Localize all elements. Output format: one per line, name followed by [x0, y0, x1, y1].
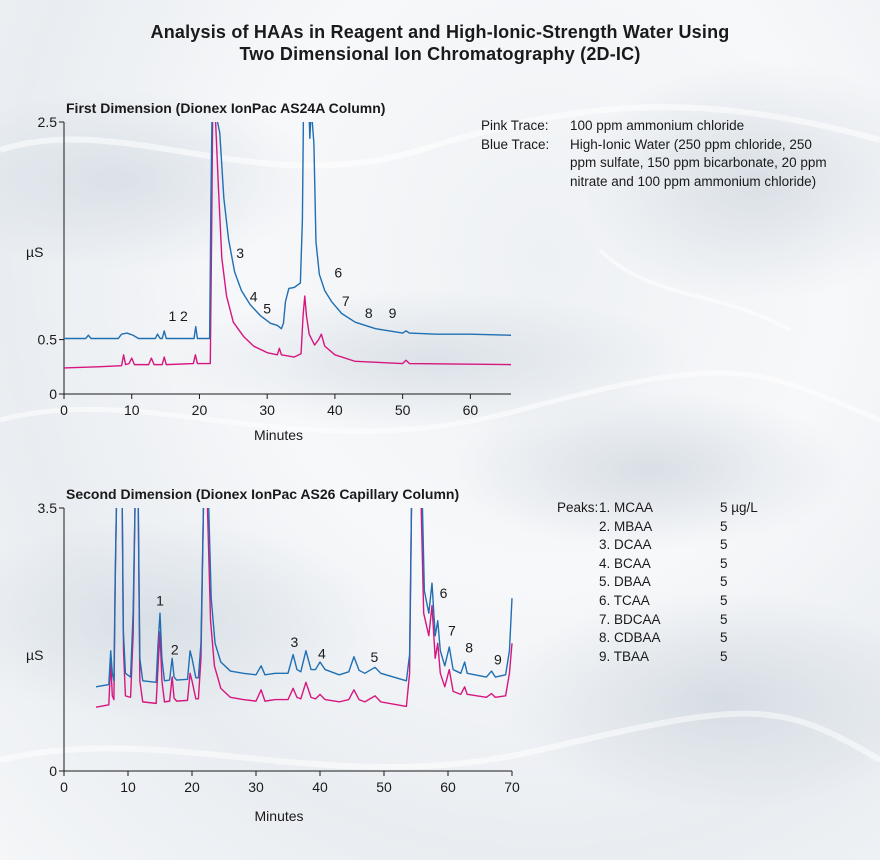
peak-conc: 5 [720, 555, 728, 571]
peak-row: 3. DCAA 5 [557, 537, 857, 555]
y-tick-label: 0 [49, 386, 57, 402]
peak-number-label: 4 [318, 645, 326, 661]
x-tick-label: 50 [376, 779, 392, 795]
peak-row: 5. DBAA 5 [557, 574, 857, 592]
x-tick-label: 0 [60, 402, 68, 418]
blue-trace-value: High-Ionic Water (250 ppm chloride, 250 … [570, 136, 827, 189]
peak-number-label: 9 [494, 651, 502, 667]
peak-number-label: 3 [236, 245, 244, 261]
x-tick-label: 40 [327, 402, 343, 418]
chart2-axes: 0 10 20 30 40 50 60 70 0 3.5 Minutes µS [26, 500, 520, 824]
peak-conc: 5 µg/L [720, 500, 758, 515]
x-tick-label: 60 [440, 779, 456, 795]
pink-trace-value: 100 ppm ammonium chloride [570, 118, 745, 133]
peak-name: 1. MCAA [599, 500, 654, 515]
peak-row: 8. CDBAA 5 [557, 630, 857, 648]
peak-number-label: 2 [180, 308, 188, 324]
peak-number-label: 5 [371, 649, 379, 665]
x-tick-label: 30 [259, 402, 275, 418]
peak-row: 2. MBAA 5 [557, 519, 857, 537]
peak-row: 1. MCAA 5 µg/L [557, 500, 857, 518]
peak-number-label: 8 [465, 639, 473, 655]
x-axis-label: Minutes [254, 427, 303, 443]
peak-number-label: 7 [342, 293, 350, 309]
x-tick-label: 60 [463, 402, 479, 418]
x-tick-label: 70 [504, 779, 520, 795]
chart1-subtitle: First Dimension (Dionex IonPac AS24A Col… [66, 100, 386, 116]
y-axis-label: µS [26, 244, 43, 260]
blue-trace-line [64, 122, 512, 340]
y-tick-label: 0 [49, 763, 57, 779]
page-title-line-2: Two Dimensional Ion Chromatography (2D-I… [239, 44, 641, 64]
x-tick-label: 0 [60, 779, 68, 795]
page-title-line-1: Analysis of HAAs in Reagent and High-Ion… [150, 22, 730, 42]
y-tick-label: 2.5 [38, 114, 58, 130]
blue-trace-line [95, 508, 513, 688]
peak-conc: 5 [720, 611, 728, 627]
peak-name: 4. BCAA [599, 555, 651, 571]
x-tick-label: 40 [312, 779, 328, 795]
pink-trace-key: Pink Trace: [481, 118, 549, 133]
x-tick-label: 50 [395, 402, 411, 418]
peak-number-label: 5 [263, 300, 271, 316]
peak-name: 3. DCAA [599, 537, 652, 553]
peak-number-label: 6 [334, 265, 342, 281]
peak-name: 2. MBAA [599, 518, 653, 534]
peak-number-label: 3 [291, 634, 299, 650]
peak-conc: 5 [720, 593, 728, 608]
x-tick-label: 30 [248, 779, 264, 795]
peak-name: 7. BDCAA [599, 611, 661, 627]
y-axis-label: µS [26, 647, 43, 663]
peak-name: 8. CDBAA [599, 630, 661, 646]
peak-number-label: 9 [389, 305, 397, 321]
y-tick-label: 0.5 [38, 332, 58, 348]
trace-legend: Pink Trace: 100 ppm ammonium chloride Bl… [481, 117, 841, 227]
x-tick-label: 10 [120, 779, 136, 795]
peak-table-header: Peaks: [557, 500, 599, 515]
peak-number-label: 4 [250, 289, 258, 305]
peak-number-label: 8 [365, 305, 373, 321]
peak-number-label: 6 [440, 585, 448, 601]
peak-row: 9. TBAA 5 [557, 649, 857, 667]
blue-trace-key: Blue Trace: [481, 136, 550, 152]
peak-conc: 5 [720, 537, 728, 553]
peak-row: 6. TCAA 5 [557, 593, 857, 611]
peak-number-label: 7 [448, 623, 456, 639]
peak-conc: 5 [720, 574, 728, 590]
pink-trace-line [64, 122, 512, 369]
peak-row: 7. BDCAA 5 [557, 612, 857, 630]
x-tick-label: 10 [124, 402, 140, 418]
x-axis-label: Minutes [255, 808, 304, 824]
peak-number-label: 2 [171, 642, 179, 658]
peak-conc: 5 [720, 648, 728, 664]
x-tick-label: 20 [192, 402, 208, 418]
peak-conc: 5 [720, 518, 728, 534]
chart1-axes: 0 10 20 30 40 50 60 0 0.5 2.5 Minutes µS [26, 114, 511, 443]
x-tick-label: 20 [184, 779, 200, 795]
peak-row: 4. BCAA 5 [557, 556, 857, 574]
peak-number-label: 1 [168, 308, 176, 324]
peak-name: 6. TCAA [599, 593, 650, 608]
y-tick-label: 3.5 [38, 500, 58, 516]
chart2-subtitle: Second Dimension (Dionex IonPac AS26 Cap… [66, 486, 460, 502]
peak-name: 9. TBAA [599, 648, 650, 664]
peak-number-label: 1 [156, 593, 164, 609]
peak-name: 5. DBAA [599, 574, 651, 590]
peak-conc: 5 [720, 630, 728, 646]
